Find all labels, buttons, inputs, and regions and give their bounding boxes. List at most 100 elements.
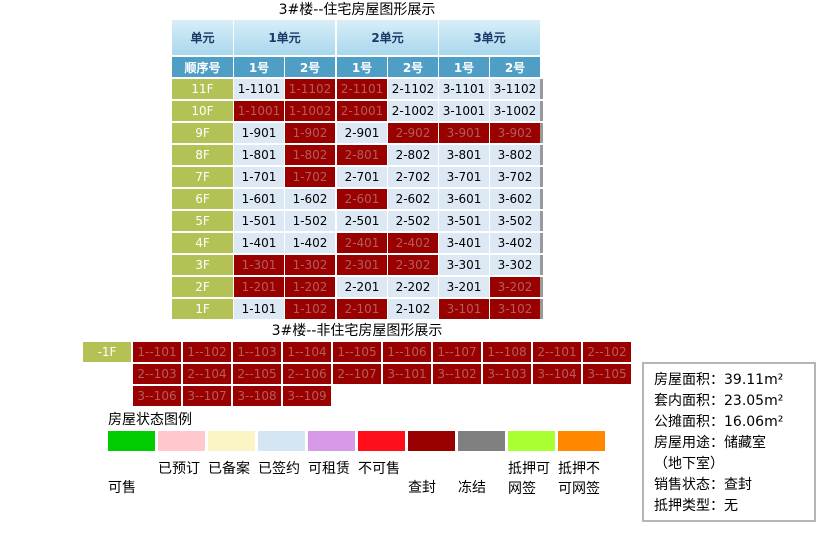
room-cell[interactable]: 1-101 [234, 299, 284, 319]
room-cell[interactable]: 1-802 [285, 145, 335, 165]
room-cell[interactable]: 3-601 [439, 189, 489, 209]
room-cell[interactable]: 1-102 [285, 299, 335, 319]
room-cell[interactable]: 1-201 [234, 277, 284, 297]
room-cell[interactable]: 1--108 [483, 342, 531, 362]
room-cell[interactable]: 2-1002 [388, 101, 438, 121]
room-cell[interactable]: 1-901 [234, 123, 284, 143]
room-cell[interactable]: 1-701 [234, 167, 284, 187]
room-cell[interactable]: 1--102 [183, 342, 231, 362]
room-cell[interactable]: 3--107 [183, 386, 231, 406]
room-cell[interactable]: 3--105 [583, 364, 631, 384]
room-cell[interactable]: 3--106 [133, 386, 181, 406]
room-cell[interactable]: 1-301 [234, 255, 284, 275]
room-cell[interactable]: 3-102 [490, 299, 540, 319]
room-cell[interactable]: 1-1101 [234, 79, 284, 99]
unit-header-1: 1单元 [234, 20, 335, 55]
room-cell[interactable]: 2-302 [388, 255, 438, 275]
room-cell[interactable]: 2-901 [337, 123, 387, 143]
legend-label: 已预订 [158, 461, 200, 477]
room-cell[interactable]: 2--106 [283, 364, 331, 384]
room-cell[interactable]: 1-401 [234, 233, 284, 253]
room-cell[interactable]: 1--106 [383, 342, 431, 362]
room-cell[interactable]: 2-702 [388, 167, 438, 187]
room-cell[interactable]: 1--103 [233, 342, 281, 362]
room-cell[interactable]: 3-901 [439, 123, 489, 143]
room-cell[interactable]: 3-101 [439, 299, 489, 319]
room-cell[interactable]: 1--101 [133, 342, 181, 362]
floor-label: -1F [83, 342, 131, 362]
room-cell[interactable]: 1-801 [234, 145, 284, 165]
room-cell[interactable]: 1-902 [285, 123, 335, 143]
room-cell[interactable]: 2-501 [337, 211, 387, 231]
legend-label: 可售 [108, 480, 136, 496]
room-cell[interactable]: 1-1001 [234, 101, 284, 121]
room-cell[interactable]: 3--101 [383, 364, 431, 384]
room-cell[interactable]: 3--109 [283, 386, 331, 406]
room-cell[interactable]: 3-201 [439, 277, 489, 297]
room-cell[interactable]: 3-302 [490, 255, 540, 275]
room-cell[interactable]: 3-1002 [490, 101, 540, 121]
room-cell[interactable]: 2-101 [337, 299, 387, 319]
room-cell[interactable]: 1-702 [285, 167, 335, 187]
residential-title: 3#楼--住宅房屋图形展示 [278, 2, 436, 18]
room-cell[interactable]: 2-802 [388, 145, 438, 165]
row-end-bar [540, 255, 543, 275]
room-cell[interactable]: 2-1101 [337, 79, 387, 99]
room-cell[interactable]: 1--104 [283, 342, 331, 362]
room-cell[interactable]: 3-401 [439, 233, 489, 253]
room-cell[interactable]: 2--103 [133, 364, 181, 384]
row-end-bar [540, 145, 543, 165]
room-cell[interactable]: 3-1001 [439, 101, 489, 121]
room-cell[interactable]: 3--103 [483, 364, 531, 384]
room-cell[interactable]: 1-302 [285, 255, 335, 275]
room-cell[interactable]: 3-502 [490, 211, 540, 231]
room-cell[interactable]: 2-602 [388, 189, 438, 209]
room-cell[interactable]: 2-1001 [337, 101, 387, 121]
info-sale-status: 销售状态：查封 [654, 477, 752, 493]
room-cell[interactable]: 2-502 [388, 211, 438, 231]
room-cell[interactable]: 3-501 [439, 211, 489, 231]
room-cell[interactable]: 3-1101 [439, 79, 489, 99]
room-cell[interactable]: 1-501 [234, 211, 284, 231]
room-cell[interactable]: 1--105 [333, 342, 381, 362]
room-cell[interactable]: 3-801 [439, 145, 489, 165]
room-cell[interactable]: 2--101 [533, 342, 581, 362]
room-cell[interactable]: 3-301 [439, 255, 489, 275]
room-cell[interactable]: 1-402 [285, 233, 335, 253]
room-cell[interactable]: 2--104 [183, 364, 231, 384]
room-cell[interactable]: 2-402 [388, 233, 438, 253]
room-cell[interactable]: 2--105 [233, 364, 281, 384]
room-cell[interactable]: 2-801 [337, 145, 387, 165]
room-cell[interactable]: 3-902 [490, 123, 540, 143]
room-cell[interactable]: 1-202 [285, 277, 335, 297]
room-cell[interactable]: 3--108 [233, 386, 281, 406]
room-cell[interactable]: 1-1002 [285, 101, 335, 121]
floor-label: 4F [172, 233, 233, 253]
room-cell[interactable]: 2-102 [388, 299, 438, 319]
room-cell[interactable]: 2--107 [333, 364, 381, 384]
room-cell[interactable]: 2-902 [388, 123, 438, 143]
room-cell[interactable]: 1-601 [234, 189, 284, 209]
room-cell[interactable]: 3-702 [490, 167, 540, 187]
room-cell[interactable]: 3-602 [490, 189, 540, 209]
room-cell[interactable]: 2-601 [337, 189, 387, 209]
room-cell[interactable]: 3-802 [490, 145, 540, 165]
room-cell[interactable]: 2-701 [337, 167, 387, 187]
room-cell[interactable]: 3--104 [533, 364, 581, 384]
room-cell[interactable]: 3-701 [439, 167, 489, 187]
room-cell[interactable]: 3-402 [490, 233, 540, 253]
room-cell[interactable]: 1-602 [285, 189, 335, 209]
room-cell[interactable]: 3--102 [433, 364, 481, 384]
room-cell[interactable]: 3-1102 [490, 79, 540, 99]
floor-label: 7F [172, 167, 233, 187]
room-cell[interactable]: 2--102 [583, 342, 631, 362]
room-cell[interactable]: 2-202 [388, 277, 438, 297]
room-cell[interactable]: 1-502 [285, 211, 335, 231]
room-cell[interactable]: 2-201 [337, 277, 387, 297]
room-cell[interactable]: 2-1102 [388, 79, 438, 99]
room-cell[interactable]: 2-401 [337, 233, 387, 253]
room-cell[interactable]: 1--107 [433, 342, 481, 362]
room-cell[interactable]: 2-301 [337, 255, 387, 275]
room-cell[interactable]: 1-1102 [285, 79, 335, 99]
room-cell[interactable]: 3-202 [490, 277, 540, 297]
